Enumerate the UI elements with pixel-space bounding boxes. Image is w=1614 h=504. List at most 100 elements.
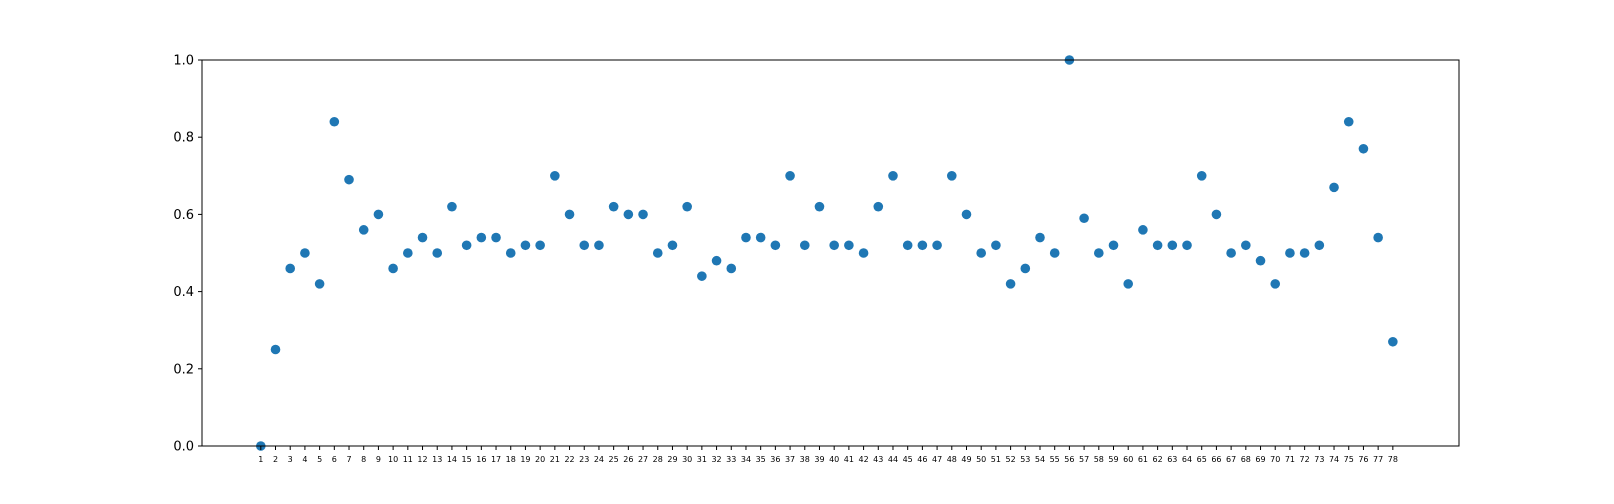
x-tick-label: 26: [623, 455, 633, 464]
x-tick-label: 45: [903, 455, 913, 464]
x-tick-label: 56: [1064, 455, 1074, 464]
x-tick-label: 72: [1300, 455, 1310, 464]
data-point: [300, 248, 310, 258]
x-tick-label: 67: [1226, 455, 1236, 464]
data-point: [608, 201, 619, 212]
data-point: [476, 232, 487, 243]
x-tick-label: 57: [1079, 455, 1089, 464]
x-tick-label: 55: [1050, 455, 1060, 464]
x-tick-label: 70: [1270, 455, 1280, 464]
x-tick-label: 10: [388, 455, 398, 464]
y-axis-ticks: 0.0 0.2 0.4 0.6 0.8 1.0: [173, 54, 202, 455]
data-point: [505, 248, 516, 258]
x-tick-label: 14: [447, 455, 457, 464]
data-point: [961, 209, 972, 220]
x-tick-label: 63: [1167, 455, 1177, 464]
x-tick-label: 13: [432, 455, 442, 464]
x-tick-label: 60: [1123, 455, 1133, 464]
x-tick-label: 41: [844, 455, 854, 464]
data-point: [358, 225, 369, 235]
data-point: [682, 201, 692, 212]
data-point: [1226, 248, 1236, 258]
y-tick-label: 0.0: [173, 440, 194, 455]
x-tick-label: 16: [476, 455, 486, 464]
data-point: [373, 209, 384, 220]
x-tick-label: 37: [785, 455, 795, 464]
x-tick-label: 5: [317, 455, 322, 464]
data-point: [902, 240, 913, 251]
x-tick-label: 9: [376, 455, 381, 464]
x-tick-label: 29: [667, 455, 677, 464]
x-tick-label: 50: [976, 455, 986, 464]
x-tick-label: 6: [332, 455, 337, 464]
data-point: [976, 248, 986, 258]
data-point: [1211, 209, 1222, 220]
x-tick-label: 76: [1358, 455, 1368, 464]
plot-area-frame: [201, 59, 1460, 447]
y-tick-label: 0.6: [173, 208, 194, 223]
x-tick-label: 36: [770, 455, 780, 464]
x-tick-label: 62: [1153, 455, 1163, 464]
data-point: [785, 171, 795, 181]
x-tick-label: 21: [550, 455, 560, 464]
x-tick-label: 58: [1094, 455, 1104, 464]
data-point: [1241, 240, 1251, 251]
x-tick-label: 33: [726, 455, 736, 464]
x-tick-label: 40: [829, 455, 839, 464]
y-tick-label: 0.8: [173, 131, 194, 146]
data-point: [491, 232, 501, 243]
x-tick-label: 48: [947, 455, 957, 464]
data-point: [652, 248, 663, 258]
data-point: [888, 171, 898, 181]
data-point: [814, 201, 825, 212]
x-tick-label: 51: [991, 455, 1001, 464]
data-points: [256, 55, 1398, 451]
x-tick-label: 19: [520, 455, 530, 464]
data-point: [1329, 182, 1339, 193]
data-point: [285, 263, 296, 274]
x-tick-label: 49: [961, 455, 971, 464]
x-tick-label: 61: [1138, 455, 1148, 464]
data-point: [564, 209, 575, 220]
data-point: [447, 201, 457, 212]
data-point: [520, 240, 531, 251]
data-point: [799, 240, 810, 251]
x-tick-label: 35: [756, 455, 766, 464]
data-point: [1094, 248, 1104, 258]
data-point: [917, 240, 928, 251]
x-tick-label: 3: [288, 455, 293, 464]
data-point: [1270, 279, 1281, 289]
data-point: [1285, 248, 1295, 258]
x-tick-label: 28: [653, 455, 663, 464]
x-tick-label: 31: [697, 455, 707, 464]
data-point: [432, 248, 443, 258]
data-point: [1255, 255, 1266, 266]
x-tick-label: 59: [1108, 455, 1118, 464]
data-point: [697, 271, 707, 281]
data-point: [1108, 240, 1119, 251]
data-point: [403, 248, 413, 258]
data-point: [417, 232, 428, 243]
x-tick-label: 12: [417, 455, 427, 464]
data-point: [314, 279, 325, 289]
x-tick-label: 46: [917, 455, 927, 464]
x-tick-label: 4: [302, 455, 307, 464]
x-tick-label: 43: [873, 455, 883, 464]
x-tick-label: 42: [858, 455, 868, 464]
x-tick-label: 44: [888, 455, 898, 464]
data-point: [329, 116, 340, 127]
data-point: [623, 209, 634, 220]
data-point: [932, 240, 942, 251]
data-point: [844, 240, 854, 251]
data-point: [535, 240, 545, 251]
data-point: [1035, 232, 1045, 243]
x-tick-label: 22: [564, 455, 574, 464]
data-point: [270, 344, 281, 355]
x-tick-label: 23: [579, 455, 589, 464]
x-tick-label: 39: [814, 455, 824, 464]
data-point: [1373, 232, 1383, 243]
data-point: [873, 201, 884, 212]
x-tick-label: 25: [609, 455, 619, 464]
